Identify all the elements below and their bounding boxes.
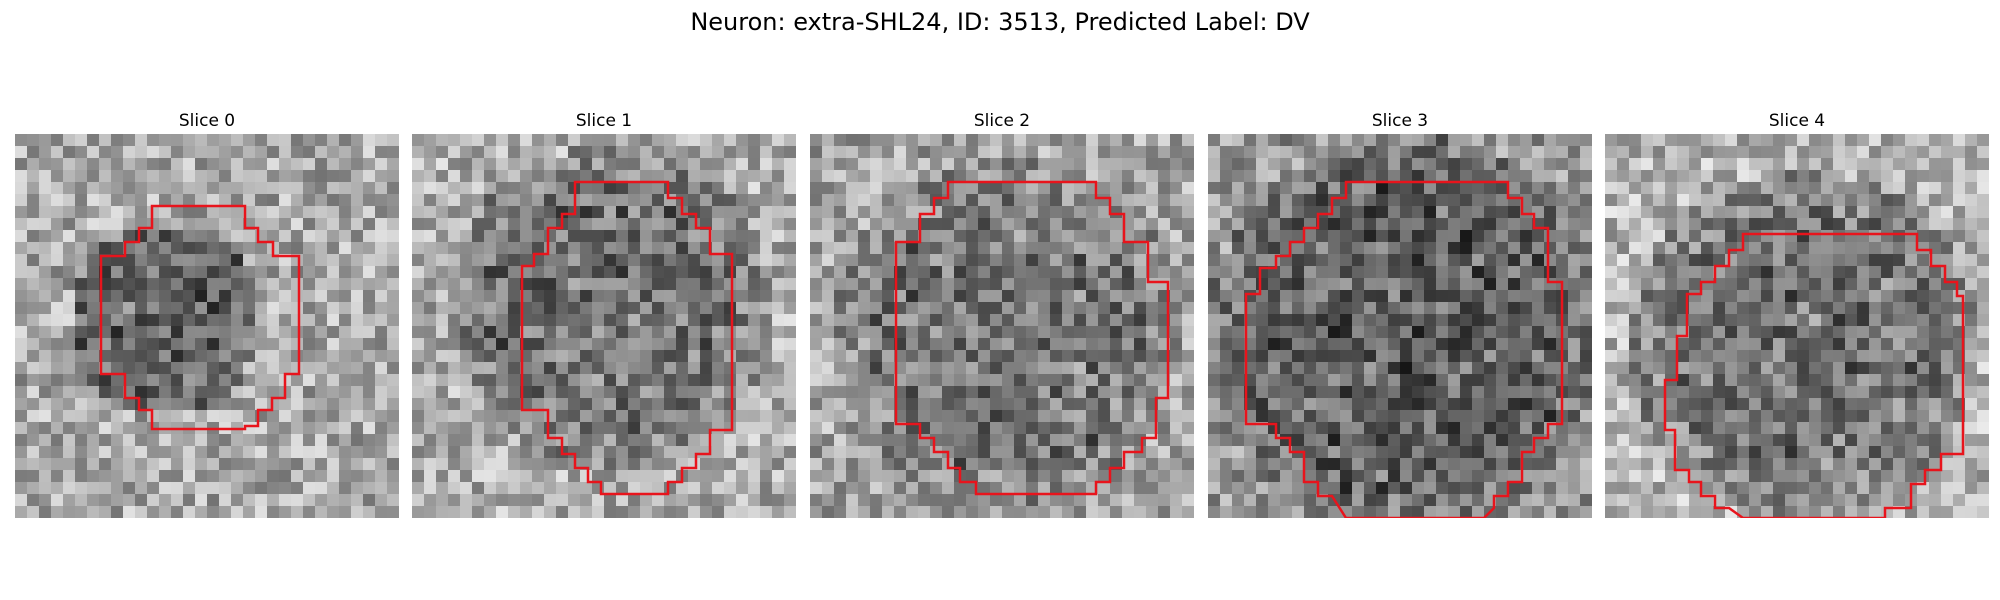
slice-image-4 xyxy=(1605,134,1989,518)
slice-panel-4: Slice 4 xyxy=(1605,108,1989,518)
slice-panel-3: Slice 3 xyxy=(1208,108,1592,518)
contour-outline xyxy=(1244,180,1564,518)
roi-contour xyxy=(1663,232,1965,518)
slice-image-1 xyxy=(412,134,796,518)
slice-panel-0: Slice 0 xyxy=(15,108,399,518)
slice-image-2 xyxy=(810,134,1194,518)
contour-outline xyxy=(99,204,301,431)
contour-outline xyxy=(1663,232,1965,518)
figure-title: Neuron: extra-SHL24, ID: 3513, Predicted… xyxy=(690,8,1310,36)
slice-title: Slice 4 xyxy=(1768,111,1826,131)
slice-panel-2: Slice 2 xyxy=(810,108,1194,518)
slice-title: Slice 2 xyxy=(973,111,1031,131)
slice-panel-1: Slice 1 xyxy=(412,108,796,518)
slice-image-3 xyxy=(1208,134,1592,518)
roi-contour xyxy=(520,180,734,496)
slice-title: Slice 3 xyxy=(1371,111,1429,131)
slice-title: Slice 0 xyxy=(178,111,236,131)
roi-contour xyxy=(894,180,1170,496)
contour-outline xyxy=(520,180,734,496)
grayscale-texture xyxy=(1605,134,1989,518)
roi-contour xyxy=(99,204,301,431)
slice-image-0 xyxy=(15,134,399,518)
roi-contour xyxy=(1244,180,1564,518)
grayscale-texture xyxy=(15,134,399,518)
slice-title: Slice 1 xyxy=(575,111,633,131)
grayscale-texture xyxy=(1208,134,1592,518)
grayscale-texture xyxy=(810,134,1194,518)
contour-outline xyxy=(894,180,1170,496)
